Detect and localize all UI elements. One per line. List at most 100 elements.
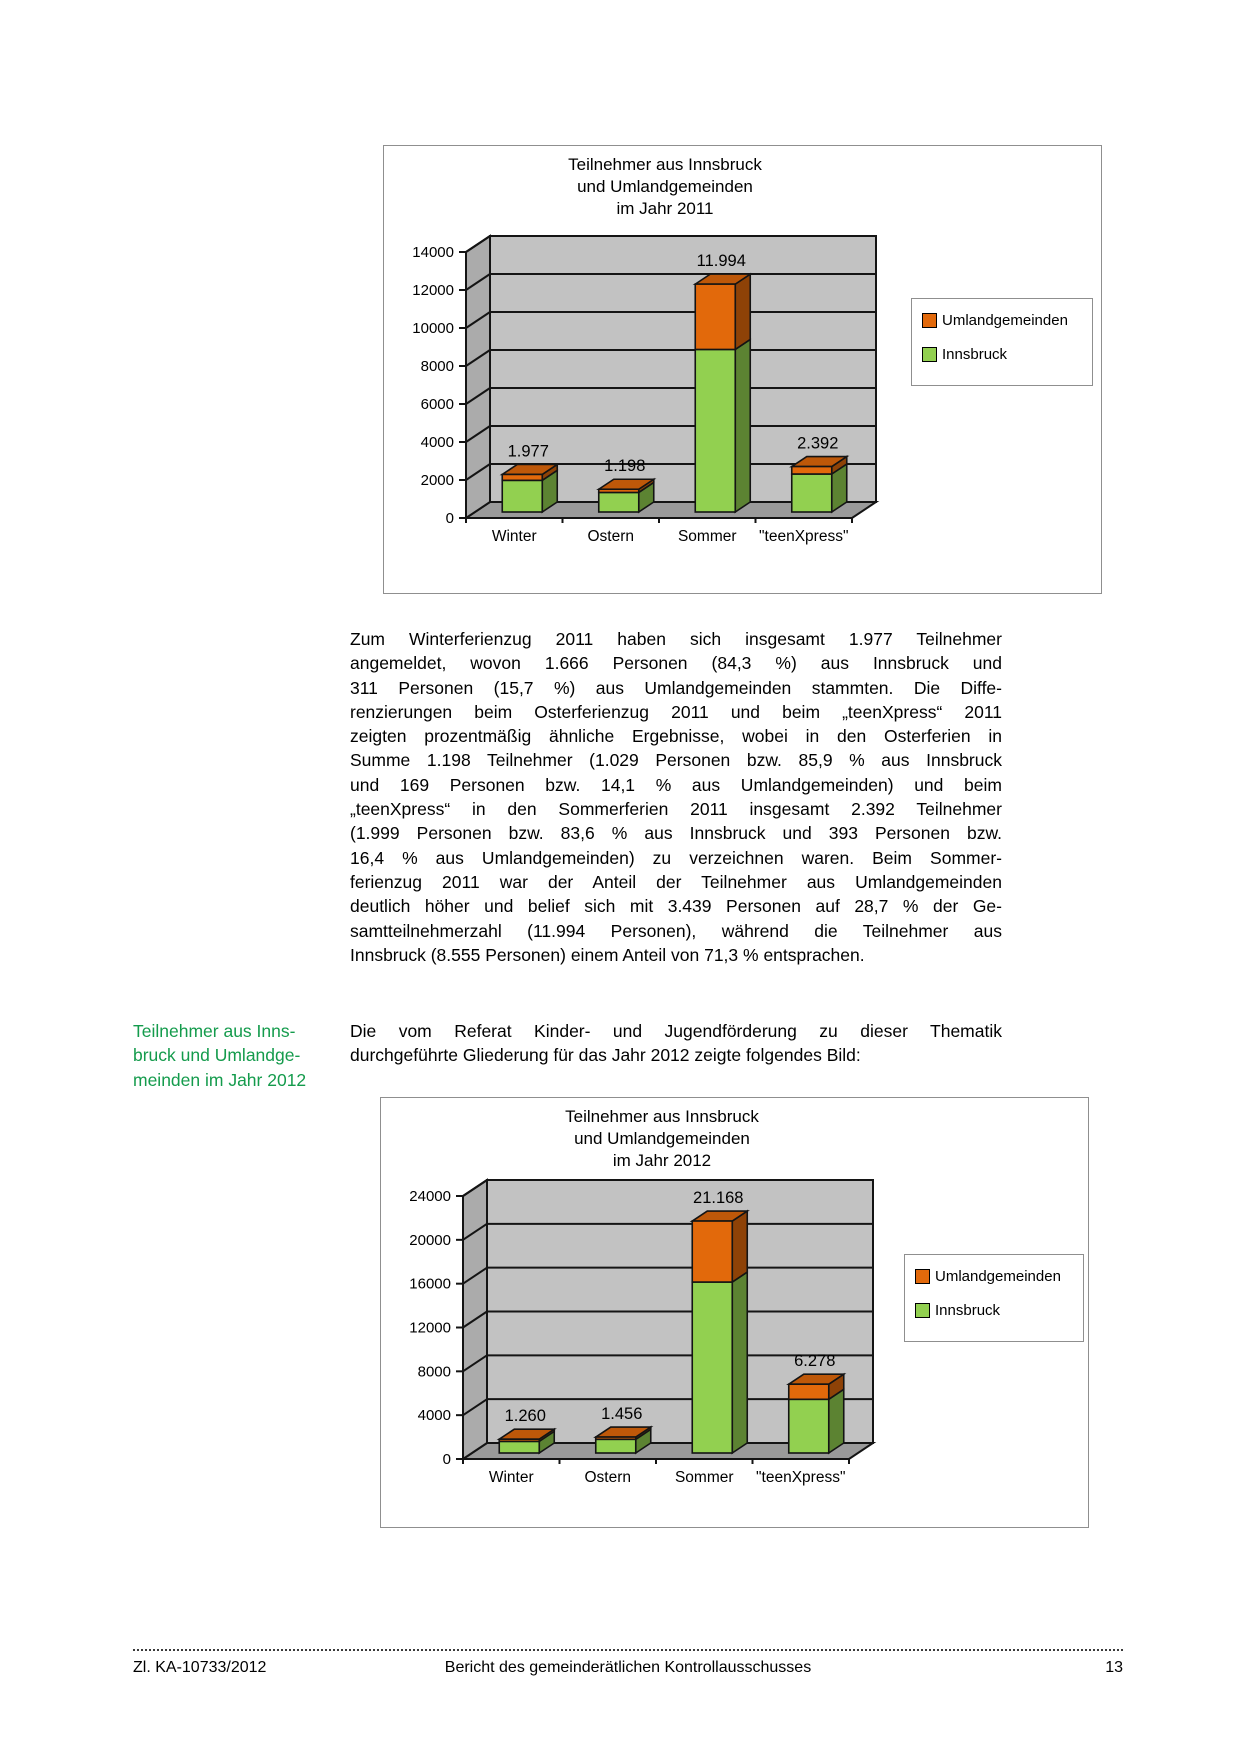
x-axis-label: Winter: [492, 528, 537, 545]
bar-segment-umland: [787, 1383, 830, 1401]
y-axis-label: 14000: [412, 244, 454, 261]
bar-segment-innsbruck: [594, 1438, 637, 1454]
gridline-wall-connector: [465, 311, 491, 329]
bar-segment-innsbruck: [597, 491, 640, 513]
y-axis-label: 10000: [412, 320, 454, 337]
bar-segment-innsbruck: [498, 1440, 541, 1454]
chart-title-line: im Jahr 2011: [616, 199, 714, 218]
bar-side-innsbruck: [827, 1387, 845, 1455]
bar-total-label: 2.392: [797, 435, 838, 453]
text-line: samtteilnehmerzahl (11.994 Personen), wä…: [350, 920, 1002, 941]
footer-page-number: 13: [1105, 1659, 1123, 1676]
gridline-wall-connector: [465, 349, 491, 367]
legend-label: Innsbruck: [942, 346, 1008, 363]
y-axis-label: 4000: [421, 434, 454, 451]
plot-left-wall: [465, 234, 491, 520]
legend-entry: Innsbruck: [922, 346, 1084, 363]
legend-swatch: [922, 347, 937, 362]
gridline-wall-connector: [465, 425, 491, 443]
text-line: angemeldet, wovon 1.666 Personen (84,3 %…: [350, 653, 1002, 674]
bar-segment-umland: [597, 488, 640, 494]
text-line: Die vom Referat Kinder- und Jugendförder…: [350, 1021, 1002, 1041]
margin-note-2012: Teilnehmer aus Inns-bruck und Umlandge-m…: [133, 1019, 338, 1092]
bar-segment-umland: [694, 283, 737, 351]
legend-entry: Innsbruck: [915, 1302, 1075, 1319]
x-axis-label: Ostern: [584, 1469, 631, 1486]
gridline-wall-connector: [462, 1398, 488, 1416]
y-axis-label: 0: [443, 1451, 451, 1468]
gridline-wall-connector: [465, 273, 491, 291]
body-paragraph-2012-intro: Die vom Referat Kinder- und Jugendförder…: [350, 1019, 1002, 1068]
text-line: (1.999 Personen bzw. 83,6 % aus Innsbruc…: [350, 823, 1002, 844]
bar-total-label: 1.260: [505, 1407, 546, 1425]
bar-segment-innsbruck: [790, 473, 833, 513]
legend-label: Umlandgemeinden: [942, 312, 1068, 329]
y-axis-label: 24000: [409, 1188, 451, 1205]
x-axis-label: "teenXpress": [759, 528, 848, 545]
x-axis-label: Sommer: [675, 1469, 734, 1486]
y-axis-label: 8000: [421, 358, 454, 375]
text-line: Zum Winterferienzug 2011 haben sich insg…: [350, 629, 1002, 649]
bar-total-label: 6.278: [794, 1352, 835, 1370]
text-line: renzierungen beim Osterferienzug 2011 un…: [350, 701, 1002, 722]
gridline-wall-connector: [462, 1266, 488, 1285]
footer-reference-number: Zl. KA-10733/2012: [133, 1659, 267, 1676]
bar-total-label: 1.977: [508, 442, 549, 460]
legend-entry: Umlandgemeinden: [922, 312, 1084, 329]
gridline-wall-connector: [465, 387, 491, 405]
chart-title-line: und Umlandgemeinden: [574, 1129, 750, 1148]
bar-segment-umland: [498, 1438, 541, 1443]
gridline-wall-connector: [462, 1354, 488, 1373]
y-axis-label: 6000: [421, 396, 454, 413]
x-axis-label: Sommer: [678, 528, 737, 545]
chart-2011: 0 2000 4000 6000 8000 10000 12000 14000 Winter Os…: [383, 145, 1102, 594]
x-axis-label: "teenXpress": [756, 1469, 845, 1486]
bar-segment-umland: [501, 473, 544, 482]
footer-document-title: Bericht des gemeinderätlichen Kontrollau…: [444, 1659, 812, 1676]
x-axis-label: Ostern: [587, 528, 634, 545]
gridline-wall-connector: [462, 1179, 488, 1197]
legend-swatch: [915, 1269, 930, 1284]
body-paragraph-2011: Zum Winterferienzug 2011 haben sich insg…: [350, 627, 1002, 967]
bar-total-label: 1.198: [604, 457, 645, 475]
bar-segment-innsbruck: [694, 348, 737, 513]
y-axis-label: 2000: [421, 472, 454, 489]
bar-side-umland: [734, 272, 752, 351]
y-axis-label: 16000: [409, 1276, 451, 1293]
gridline-wall-connector: [462, 1223, 488, 1241]
chart-legend: Umlandgemeinden Innsbruck: [904, 1254, 1084, 1342]
chart-title: Teilnehmer aus Innsbruck und Umlandgemein…: [381, 1106, 943, 1172]
bar-total-label: 21.168: [693, 1189, 743, 1207]
text-line: zeigten prozentmäßig ähnliche Ergebnisse…: [350, 726, 1002, 747]
y-axis-label: 8000: [418, 1363, 451, 1380]
text-line: 311 Personen (15,7 %) aus Umlandgemeinde…: [350, 677, 1002, 698]
text-line: Teilnehmer aus Inns-: [133, 1021, 296, 1041]
bar-side-innsbruck: [731, 1270, 749, 1455]
legend-swatch: [915, 1303, 930, 1318]
chart-2012: 0 4000 8000 12000 16000 20000 24000 Winter Oster…: [380, 1097, 1089, 1528]
y-axis-label: 12000: [409, 1320, 451, 1337]
chart-legend: Umlandgemeinden Innsbruck: [911, 298, 1093, 386]
y-axis-label: 20000: [409, 1232, 451, 1249]
x-axis-label: Winter: [489, 1469, 534, 1486]
y-axis-label: 4000: [418, 1407, 451, 1424]
legend-label: Innsbruck: [935, 1302, 1001, 1319]
legend-swatch: [922, 313, 937, 328]
bar-total-label: 1.456: [601, 1405, 642, 1423]
text-line: „teenXpress“ in den Sommerferien 2011 in…: [350, 799, 1002, 820]
y-axis-label: 12000: [412, 282, 454, 299]
text-line: 16,4 % aus Umlandgemeinden) zu verzeichn…: [350, 847, 1002, 868]
bar-segment-umland: [594, 1436, 637, 1441]
text-line: Innsbruck (8.555 Personen) einem Anteil …: [350, 944, 865, 965]
gridline-wall-connector: [465, 463, 491, 481]
bar-segment-umland: [691, 1220, 734, 1283]
bar-segment-innsbruck: [691, 1281, 734, 1454]
footer: Zl. KA-10733/2012 Bericht des gemeinderä…: [133, 1659, 1123, 1681]
y-axis-label: 0: [446, 510, 454, 527]
text-line: bruck und Umlandge-: [133, 1045, 301, 1066]
text-line: durchgeführte Gliederung für das Jahr 20…: [350, 1045, 861, 1066]
gridline-wall-connector: [465, 235, 491, 253]
chart-title-line: Teilnehmer aus Innsbruck: [568, 155, 762, 174]
bar-segment-umland: [790, 465, 833, 475]
